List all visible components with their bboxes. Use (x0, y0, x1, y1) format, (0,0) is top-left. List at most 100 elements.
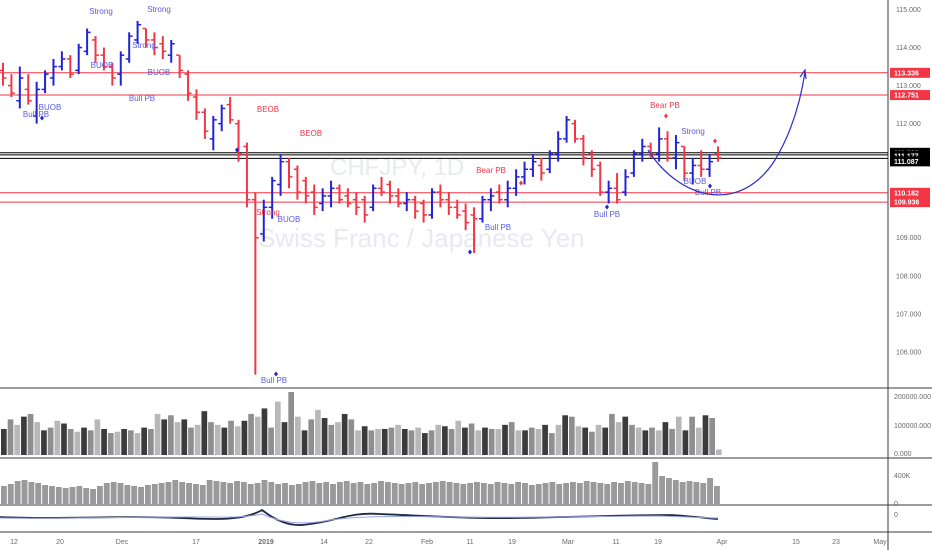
price-tag (890, 197, 930, 208)
volume-bar (295, 416, 301, 455)
volume-bar (161, 419, 168, 455)
oscillator-bar (700, 483, 707, 504)
signal-label: Bull PB (129, 94, 155, 103)
signal-label: BUOB (39, 103, 62, 112)
volume-bar (635, 427, 642, 455)
volume-bar (609, 413, 615, 455)
volume-bar (508, 422, 515, 455)
signal-label: Bear PB (650, 101, 680, 110)
momentum-tick-label: 0 (894, 512, 898, 519)
volume-bar (101, 428, 107, 455)
time-tick-label: 14 (320, 539, 328, 546)
oscillator-bar (240, 482, 247, 504)
oscillator-bar (556, 484, 563, 504)
volume-bar (689, 416, 695, 455)
oscillator-bar (227, 483, 234, 504)
oscillator-bar (110, 482, 117, 504)
volume-bar (562, 415, 568, 455)
volume-bar (254, 416, 261, 455)
volume-bar (381, 428, 388, 455)
volume-bar (662, 422, 669, 455)
signal-label: BUOB (684, 177, 707, 186)
oscillator-bar (35, 483, 42, 504)
signal-label: Bull PB (261, 376, 287, 385)
time-tick-label: 12 (10, 539, 18, 546)
signal-label: Strong (256, 208, 280, 217)
oscillator-bar (576, 483, 583, 504)
price-tag (890, 150, 930, 161)
volume-bar (174, 422, 181, 455)
volume-bar (428, 430, 435, 455)
volume-bar (528, 427, 535, 455)
volume-bar (695, 427, 702, 455)
oscillator-bar (247, 484, 254, 504)
volume-bar (462, 427, 468, 455)
ohlc-bars (0, 20, 722, 377)
volume-pane: 200000.000 100000.000 0.000 (1, 392, 931, 458)
volume-bar (168, 415, 174, 455)
price-tag (890, 187, 930, 198)
oscillator-bar (419, 484, 426, 504)
volume-bar (622, 416, 629, 455)
volume-bar (261, 408, 268, 455)
price-tags: 113.336112.751111.233111.177111.087110.1… (890, 67, 930, 208)
volume-bar (34, 422, 41, 455)
signal-marker (708, 183, 712, 189)
price-tag-label: 113.336 (894, 70, 919, 77)
oscillator-bar (707, 478, 713, 504)
volume-bar (21, 416, 27, 455)
oscillator-bar (220, 482, 227, 504)
price-tag-label: 111.087 (894, 159, 919, 166)
volume-bar (642, 430, 649, 455)
volume-bar (54, 420, 61, 455)
volume-bar (228, 420, 234, 455)
time-tick-label: 15 (792, 539, 800, 546)
oscillator-bar (343, 481, 350, 504)
volume-bar (81, 427, 87, 455)
volume-bar (421, 433, 428, 455)
oscillator-bar (138, 487, 144, 504)
signal-label: BUOB (278, 215, 301, 224)
oscillator-bar (494, 482, 501, 504)
oscillator-bar (405, 483, 412, 504)
oscillator-bar (515, 482, 522, 504)
volume-bar (669, 428, 675, 455)
price-tick-label: 107.000 (896, 311, 921, 318)
signal-label: BUOB (148, 68, 171, 77)
oscillator-bar (652, 462, 659, 504)
volume-bar (114, 431, 121, 455)
oscillator-bar (14, 481, 21, 504)
oscillator-bar (336, 482, 343, 504)
oscillator-bar (460, 484, 467, 504)
volume-bar (535, 428, 542, 455)
oscillator-bar (446, 482, 453, 504)
oscillator-bar (432, 482, 439, 504)
time-tick-label: 20 (56, 539, 64, 546)
volume-bar (415, 427, 421, 455)
oscillator-bar (234, 481, 240, 504)
projection-curve[interactable] (647, 68, 807, 196)
price-scale[interactable]: 115.000114.000113.000112.000111.000110.0… (896, 7, 921, 356)
volume-bar (401, 428, 408, 455)
oscillator-bar (590, 482, 597, 504)
volume-bar (61, 423, 67, 455)
momentum-pane: 0 (0, 508, 898, 526)
time-scale[interactable]: 12 20 Dec 17 2019 14 22 Feb 11 19 Mar 11 19 Apr 15 23 Ma… (10, 539, 887, 546)
oscillator-bar (206, 480, 213, 504)
oscillator-bar (90, 489, 96, 504)
volume-bar (94, 419, 101, 455)
volume-bar (582, 427, 589, 455)
time-tick-label: 23 (832, 539, 840, 546)
signal-label: Bear PB (476, 166, 506, 175)
price-tag-label: 112.751 (894, 93, 919, 100)
oscillator-bar (69, 487, 76, 504)
volume-bar (589, 431, 595, 455)
volume-bar (321, 418, 328, 455)
signal-label: Bull PB (594, 210, 620, 219)
volume-bar (154, 413, 161, 455)
oscillator-tick-label: 0 (894, 501, 898, 508)
price-tag (890, 156, 930, 167)
volume-bar (361, 426, 368, 455)
volume-bar (482, 427, 488, 455)
